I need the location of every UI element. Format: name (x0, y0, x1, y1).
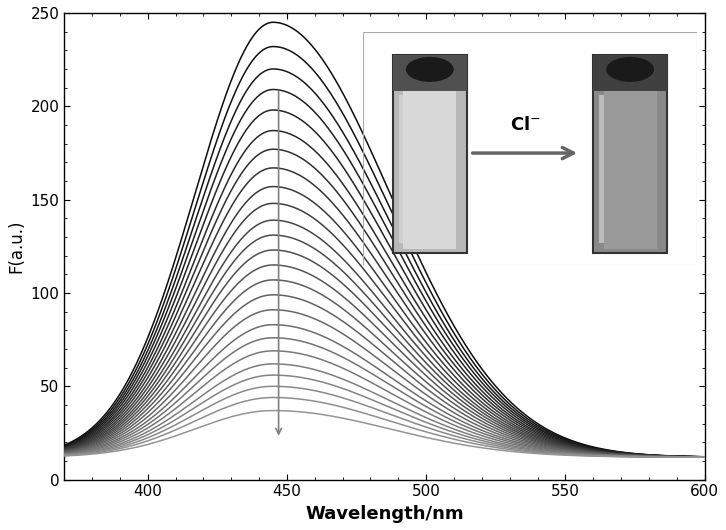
Text: Cl$^{-}$: Cl$^{-}$ (510, 116, 540, 134)
Bar (393, 55, 467, 91)
Bar (393, 55, 467, 253)
Ellipse shape (406, 57, 454, 82)
Bar (399, 95, 404, 243)
Bar (593, 55, 667, 253)
Y-axis label: F(a.u.): F(a.u.) (7, 219, 25, 273)
X-axis label: Wavelength/nm: Wavelength/nm (305, 505, 464, 523)
Bar (599, 95, 605, 243)
Bar (593, 55, 667, 91)
Ellipse shape (606, 57, 654, 82)
Bar (604, 87, 656, 250)
Bar (404, 87, 456, 250)
